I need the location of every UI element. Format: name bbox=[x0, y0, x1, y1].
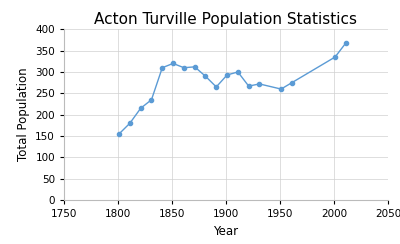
Y-axis label: Total Population: Total Population bbox=[17, 68, 30, 162]
Title: Acton Turville Population Statistics: Acton Turville Population Statistics bbox=[94, 12, 358, 27]
X-axis label: Year: Year bbox=[214, 225, 238, 238]
